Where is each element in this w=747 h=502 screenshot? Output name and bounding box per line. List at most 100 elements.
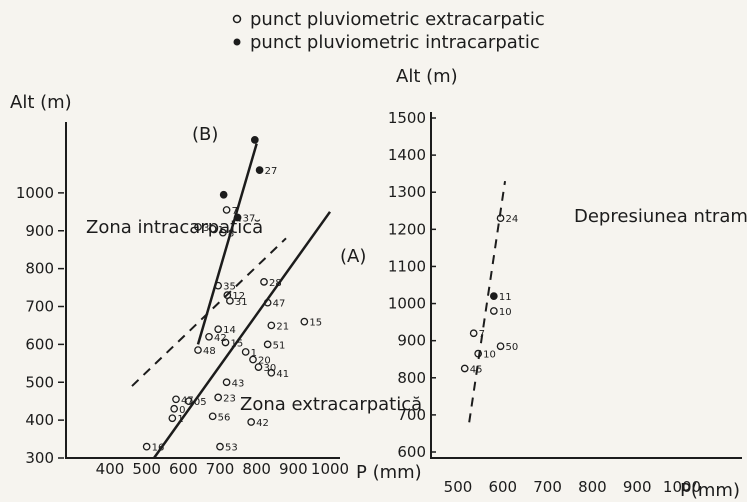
data-point-label: 37 xyxy=(243,213,256,224)
line-a-label: (A) xyxy=(340,246,366,267)
zona-extracarpatica-line-1: Zona extracarpatică xyxy=(240,394,422,415)
y-tick-label: 1500 xyxy=(388,109,426,127)
data-point-label: 7 xyxy=(232,206,238,217)
data-point xyxy=(267,321,276,330)
data-point xyxy=(263,298,272,307)
data-point-label: 11 xyxy=(499,292,512,303)
y-tick-label: 300 xyxy=(25,449,54,467)
line-b-label: (B) xyxy=(192,124,218,145)
y-tick-label: 900 xyxy=(397,332,426,350)
y-tick-label: 1000 xyxy=(16,184,54,202)
trend-line xyxy=(152,211,332,459)
data-point-label: 16 xyxy=(152,443,165,454)
x-tick-label: 500 xyxy=(444,478,473,496)
y-tick-label: 400 xyxy=(25,411,54,429)
data-point-label: 15 xyxy=(309,318,322,329)
data-point-label: 48 xyxy=(203,346,216,357)
data-point-label: 30 xyxy=(264,363,277,374)
data-point xyxy=(300,317,309,326)
data-point xyxy=(194,223,202,231)
data-point xyxy=(222,206,231,214)
data-point xyxy=(460,364,469,373)
data-point xyxy=(254,363,263,371)
data-point xyxy=(260,278,268,286)
left-fit-lines xyxy=(131,143,332,459)
right-fit-lines xyxy=(468,180,507,423)
data-point-label: 42 xyxy=(214,333,227,344)
left-x-axis-label: P (mm) xyxy=(356,462,422,483)
left-chart-axes xyxy=(65,122,340,459)
legend: punct pluviometric extracarpatic punct p… xyxy=(232,9,545,53)
data-point xyxy=(489,307,498,315)
left-x-ticks: 400 500 600 700 800 900 1000 xyxy=(96,460,349,478)
data-point xyxy=(249,355,257,364)
y-tick-label: 1200 xyxy=(388,220,426,238)
data-point xyxy=(233,213,242,222)
legend-extra-label: punct pluviometric extracarpatic xyxy=(250,9,545,30)
data-point xyxy=(223,291,232,299)
legend-intra-label: punct pluviometric intracarpatic xyxy=(250,32,540,53)
right-y-ticks: 600 700 800 900 1000 1100 1200 1300 1400 1500 xyxy=(388,109,436,461)
data-point-label: 12 xyxy=(232,291,245,302)
right-x-ticks: 500 600 700 800 900 1000 xyxy=(444,478,701,496)
data-point xyxy=(496,214,505,223)
data-point-label: 53 xyxy=(225,443,238,454)
data-point-label: 10 xyxy=(483,350,496,361)
y-tick-label: 600 xyxy=(25,335,54,353)
y-tick-label: 700 xyxy=(25,298,54,316)
data-point-label: 24 xyxy=(506,214,519,225)
data-point xyxy=(250,136,259,144)
x-tick-label: 900 xyxy=(279,460,308,478)
data-point-label: 05 xyxy=(194,397,207,408)
data-point xyxy=(214,393,223,402)
data-point-label: 28 xyxy=(269,278,282,289)
y-tick-label: 600 xyxy=(397,443,426,461)
y-tick-label: 1300 xyxy=(388,183,426,201)
data-point xyxy=(489,292,498,300)
data-point xyxy=(172,395,180,404)
data-point xyxy=(263,340,272,349)
legend-open-marker xyxy=(232,14,242,24)
y-tick-label: 1000 xyxy=(388,295,426,313)
data-point-label: 0 xyxy=(179,405,185,416)
data-point xyxy=(219,190,228,199)
left-y-ticks: 300 400 500 600 700 800 900 1000 xyxy=(16,184,64,467)
data-point xyxy=(474,349,483,358)
x-tick-label: 600 xyxy=(169,460,198,478)
data-point xyxy=(184,397,193,406)
data-point xyxy=(247,418,256,426)
y-tick-label: 800 xyxy=(397,369,426,387)
data-point xyxy=(221,338,230,347)
data-point xyxy=(208,225,217,233)
x-tick-label: 800 xyxy=(578,478,607,496)
data-point xyxy=(194,346,202,354)
data-point xyxy=(214,281,223,290)
data-point-label: 51 xyxy=(273,340,286,351)
data-point xyxy=(496,342,505,351)
right-chart-axes xyxy=(430,112,742,459)
data-point-label: 56 xyxy=(218,412,231,423)
x-tick-label: 400 xyxy=(96,460,125,478)
data-point-label: 1 xyxy=(177,414,183,425)
y-tick-label: 700 xyxy=(397,406,426,424)
data-point xyxy=(142,442,151,451)
right-y-axis-label: Alt (m) xyxy=(396,66,458,87)
data-point-label: 47 xyxy=(273,299,286,310)
data-point xyxy=(469,329,478,338)
trend-line xyxy=(131,237,287,387)
data-point-label: 15 xyxy=(231,338,244,349)
data-point xyxy=(267,368,276,377)
data-point-label: 45 xyxy=(470,365,483,376)
data-point xyxy=(208,412,217,421)
dorna-label: Depresiunea ntramontană Dorna xyxy=(574,206,747,227)
y-tick-label: 900 xyxy=(25,222,54,240)
data-point-label: 23 xyxy=(223,393,236,404)
x-tick-label: 700 xyxy=(206,460,235,478)
data-point xyxy=(205,332,213,341)
data-point-label: 14 xyxy=(223,325,236,336)
right-x-axis-label: P(mm) xyxy=(680,480,740,501)
